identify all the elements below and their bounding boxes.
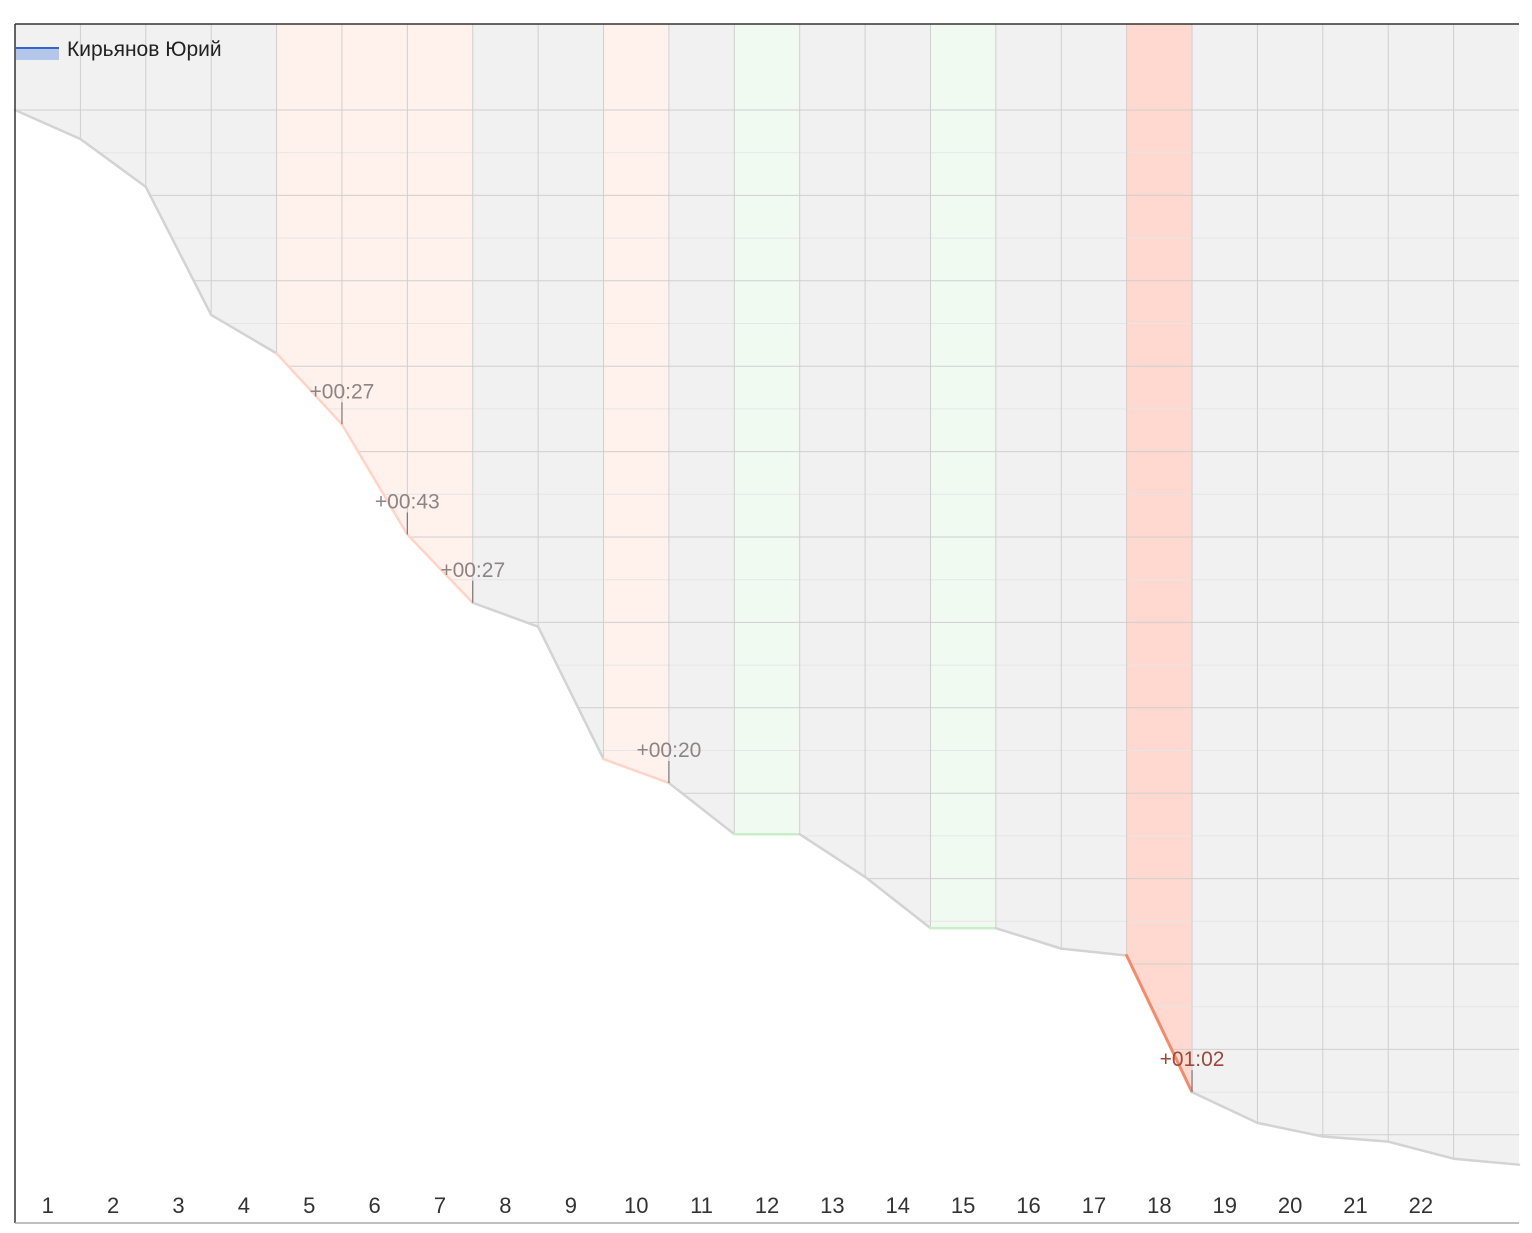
x-tick-label: 9 [565, 1193, 577, 1218]
line-segment [275, 352, 344, 426]
line-segment [13, 108, 82, 141]
area-below-line [15, 110, 1519, 1223]
x-tick-label: 7 [434, 1193, 446, 1218]
annotation-label: +00:27 [440, 559, 505, 582]
x-axis-tick-labels: 1 2 3 4 5 6 7 8 9 10 11 12 13 14 15 16 17 18 19 20 21 22 [42, 1193, 1434, 1218]
line-segment [667, 781, 736, 836]
line-segment [994, 926, 1063, 950]
progress-area [15, 110, 1519, 1223]
x-tick-label: 22 [1409, 1193, 1433, 1218]
legend-label: Кирьянов Юрий [67, 38, 222, 61]
x-tick-label: 13 [820, 1193, 844, 1218]
line-segment [1321, 1135, 1390, 1143]
annotation-label: +01:02 [1160, 1048, 1225, 1071]
line-segment [79, 137, 148, 189]
annotation-label: +00:20 [636, 739, 701, 762]
split-annotations: +00:27 +00:43 +00:27 +00:20 +01:02 [310, 380, 1225, 1093]
annotation-label: +00:43 [375, 490, 440, 513]
x-tick-label: 4 [238, 1193, 250, 1218]
x-tick-label: 18 [1147, 1193, 1171, 1218]
line-segment [1452, 1157, 1521, 1166]
line-segment [1386, 1140, 1455, 1160]
x-tick-label: 10 [624, 1193, 648, 1218]
x-tick-label: 12 [755, 1193, 779, 1218]
x-tick-label: 2 [107, 1193, 119, 1218]
x-tick-label: 8 [499, 1193, 511, 1218]
line-segment [1125, 953, 1194, 1094]
x-tick-label: 17 [1082, 1193, 1106, 1218]
line-segment [798, 832, 867, 879]
line-segment [536, 625, 605, 761]
annotation-label: +00:27 [310, 380, 375, 403]
legend-swatch [16, 47, 59, 60]
x-tick-label: 15 [951, 1193, 975, 1218]
line-segment [602, 757, 671, 785]
x-tick-label: 5 [303, 1193, 315, 1218]
legend: Кирьянов Юрий [16, 38, 222, 61]
x-tick-label: 3 [172, 1193, 184, 1218]
x-tick-label: 21 [1343, 1193, 1367, 1218]
progress-line [13, 108, 1521, 1166]
line-segment [209, 313, 278, 355]
x-tick-label: 1 [42, 1193, 54, 1218]
line-segment [471, 601, 540, 628]
line-segment [144, 185, 213, 317]
line-segment [340, 423, 409, 536]
x-tick-label: 19 [1212, 1193, 1236, 1218]
x-tick-label: 6 [369, 1193, 381, 1218]
x-tick-label: 20 [1278, 1193, 1302, 1218]
x-tick-label: 14 [886, 1193, 910, 1218]
line-segment [1060, 947, 1128, 957]
line-segment [406, 533, 474, 605]
x-tick-label: 16 [1016, 1193, 1040, 1218]
x-tick-label: 11 [690, 1193, 713, 1218]
line-segment [1190, 1090, 1259, 1125]
line-segment [1256, 1121, 1325, 1138]
line-segment [863, 875, 932, 930]
